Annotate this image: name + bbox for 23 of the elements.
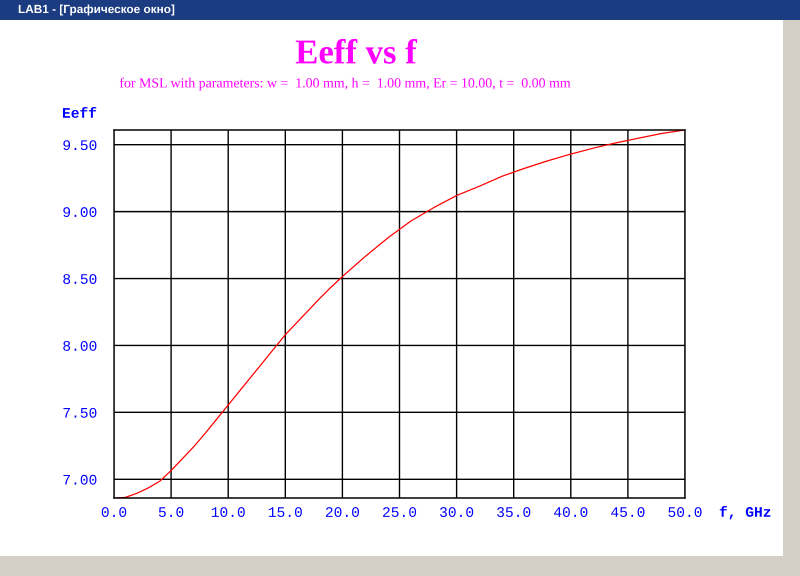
x-tick-label: 50.0 (668, 507, 702, 518)
y-tick-label: 7.00 (63, 474, 96, 485)
y-axis-title: Eeff (62, 106, 96, 118)
x-tick-label: 20.0 (326, 507, 360, 518)
x-tick-label: 5.0 (158, 507, 184, 518)
y-tick-label: 7.50 (63, 408, 96, 418)
y-tick-label: 9.00 (63, 207, 96, 218)
y-tick-label: 9.50 (63, 140, 96, 150)
x-tick-label: 25.0 (383, 507, 416, 518)
chart-subtitle: for MSL with parameters: w = 1.00 mm, h = 1.00 mm, Er = 10.00, t = 0.00 mm (120, 78, 570, 90)
x-axis-title: f, GHz (720, 506, 770, 520)
chart-title: Eeff vs f (296, 38, 418, 64)
line-series (114, 130, 685, 498)
x-tick-label: 15.0 (268, 507, 302, 518)
x-tick-label: 10.0 (212, 507, 245, 518)
x-tick-label: 0.0 (102, 507, 126, 518)
x-tick-label: 30.0 (440, 507, 474, 518)
x-tick-label: 45.0 (611, 507, 645, 518)
y-tick-label: 8.50 (63, 274, 96, 284)
text: LAB1 - [Графическое окно] (18, 4, 174, 16)
x-tick-label: 40.0 (554, 507, 588, 518)
x-tick-label: 35.0 (497, 507, 530, 518)
y-tick-label: 8.00 (63, 340, 96, 351)
